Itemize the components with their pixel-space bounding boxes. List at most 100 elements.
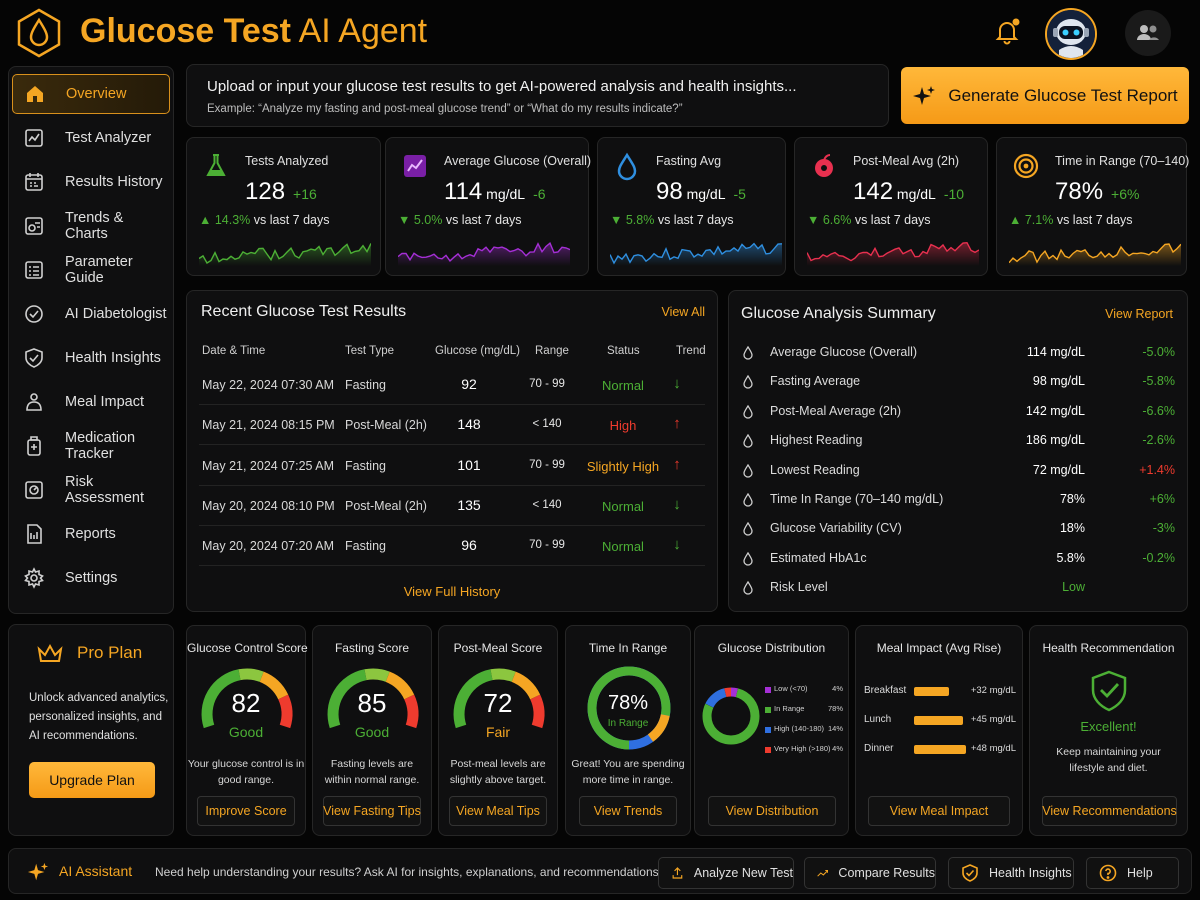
sidebar-item-test-analyzer[interactable]: Test Analyzer	[12, 118, 170, 158]
table-row[interactable]: May 22, 2024 07:30 AM Fasting 92 70 - 99 Nor…	[199, 365, 705, 405]
summary-value: 98 mg/dL	[1032, 374, 1085, 389]
shield-check-icon	[962, 864, 978, 882]
compare-results-button[interactable]: Compare Results	[804, 857, 936, 889]
generate-report-button[interactable]: Generate Glucose Test Report	[901, 67, 1189, 124]
pro-plan-desc-3: AI recommendations.	[29, 730, 138, 742]
pro-plan-desc-1: Unlock advanced analytics,	[29, 692, 169, 704]
trends-icon	[25, 217, 43, 235]
sidebar-item-parameter-guide[interactable]: Parameter Guide	[12, 250, 170, 290]
sparkline-chart	[398, 241, 570, 266]
table-row[interactable]: May 20, 2024 07:20 AM Fasting 96 70 - 99 Nor…	[199, 526, 705, 567]
summary-row: Fasting Average 98 mg/dL -5.8%	[741, 374, 1177, 403]
score-action-button[interactable]: View Fasting Tips	[323, 796, 421, 826]
summary-label: Fasting Average	[770, 374, 861, 389]
score-gauge	[453, 668, 545, 729]
recommendation-headline: Excellent!	[1080, 719, 1137, 734]
home-icon	[27, 86, 43, 102]
drop-icon	[743, 346, 753, 360]
prompt-input[interactable]: Upload or input your glucose test result…	[186, 64, 889, 127]
footer-button-label: Health Insights	[989, 866, 1072, 880]
stat-card: Tests Analyzed 128 +16 ▲ 14.3% vs last 7 da…	[186, 137, 381, 276]
stat-number: 98	[656, 178, 683, 205]
view-meal-impact-button[interactable]: View Meal Impact	[868, 796, 1010, 826]
score-action-button[interactable]: View Meal Tips	[449, 796, 547, 826]
cell-glucose: 92	[461, 376, 477, 392]
score-title: Glucose Control Score	[187, 641, 308, 655]
stat-label: Post-Meal Avg (2h)	[853, 154, 960, 168]
legend-pct: 4%	[832, 684, 843, 693]
flask-icon	[206, 154, 226, 176]
sparkline-chart	[1009, 243, 1181, 266]
sidebar-item-overview[interactable]: Overview	[12, 74, 170, 114]
sidebar-item-health-insights[interactable]: Health Insights	[12, 338, 170, 378]
summary-title: Glucose Analysis Summary	[741, 305, 936, 322]
summary-row: Risk Level Low	[741, 580, 1177, 609]
legend-item: In Range 78%	[765, 704, 843, 718]
upgrade-plan-button[interactable]: Upgrade Plan	[29, 762, 155, 798]
stat-label: Average Glucose (Overall)	[444, 154, 592, 168]
sidebar-item-meal-impact[interactable]: Meal Impact	[12, 382, 170, 422]
score-desc-line: within normal range.	[324, 774, 420, 786]
help-icon	[1099, 864, 1117, 882]
view-recommendations-button[interactable]: View Recommendations	[1042, 796, 1177, 826]
bell-icon[interactable]	[993, 17, 1021, 45]
cell-date: May 21, 2024 07:25 AM	[202, 458, 335, 473]
stat-change: ▼ 5.8% vs last 7 days	[610, 213, 734, 227]
sidebar-item-trends-charts[interactable]: Trends & Charts	[12, 206, 170, 246]
drop-icon	[743, 404, 753, 419]
summary-value: 78%	[1059, 492, 1085, 506]
pro-plan-desc-2: personalized insights, and	[29, 711, 162, 723]
stat-change: ▼ 5.0% vs last 7 days	[398, 213, 522, 227]
summary-row: Post-Meal Average (2h) 142 mg/dL -6.6%	[741, 404, 1177, 433]
view-report-link[interactable]: View Report	[1105, 307, 1173, 321]
view-trends-button[interactable]: View Trends	[579, 796, 677, 826]
tir-desc: Great! You are spending more time in rang…	[566, 756, 690, 788]
score-action-button[interactable]: Improve Score	[197, 796, 295, 826]
table-row[interactable]: May 21, 2024 08:15 PM Post-Meal (2h) 148 < …	[199, 405, 705, 446]
sidebar-item-ai-diabetologist[interactable]: AI Diabetologist	[12, 294, 170, 334]
legend-swatch	[765, 707, 771, 713]
cell-status: Normal	[602, 498, 644, 514]
sidebar-item-settings[interactable]: Settings	[12, 558, 170, 598]
score-label: Fair	[485, 724, 511, 740]
sidebar-item-results-history[interactable]: Results History	[12, 162, 170, 202]
legend-swatch	[765, 687, 771, 693]
score-value: 82	[231, 688, 261, 718]
view-all-link[interactable]: View All	[661, 305, 705, 319]
distribution-title: Glucose Distribution	[717, 641, 826, 655]
tir-value: 78%	[607, 692, 649, 714]
crown-icon	[37, 643, 63, 662]
score-gauge	[201, 668, 293, 729]
view-distribution-button[interactable]: View Distribution	[708, 796, 836, 826]
sidebar-item-reports[interactable]: Reports	[12, 514, 170, 554]
table-row[interactable]: May 21, 2024 07:25 AM Fasting 101 70 - 99 Sl…	[199, 446, 705, 486]
ai-assistant-label: AI Assistant	[59, 863, 133, 879]
drop-icon	[743, 522, 753, 537]
meal-impact-card: Meal Impact (Avg Rise) Breakfast +32 mg/dL…	[855, 625, 1023, 836]
sidebar-item-risk-assessment[interactable]: Risk Assessment	[12, 470, 170, 510]
robot-avatar[interactable]	[1045, 8, 1097, 60]
users-icon[interactable]	[1125, 10, 1171, 56]
cell-range: < 140	[532, 418, 562, 431]
help-button[interactable]: Help	[1086, 857, 1179, 889]
reports-icon	[27, 524, 42, 544]
cell-glucose: 148	[457, 416, 481, 433]
cell-type: Fasting	[345, 378, 386, 392]
column-header: Status	[607, 345, 640, 357]
stat-label: Fasting Avg	[656, 154, 722, 168]
analyze-new-test-button[interactable]: Analyze New Test	[658, 857, 794, 889]
glucose-distribution-card: Glucose Distribution Low (<70) 4% In Range 7…	[694, 625, 849, 836]
table-row[interactable]: May 20, 2024 08:10 PM Post-Meal (2h) 135 < …	[199, 486, 705, 526]
stat-value: 78% +6%	[1055, 178, 1139, 206]
recent-results-title: Recent Glucose Test Results	[201, 303, 407, 320]
cell-glucose: 101	[457, 456, 481, 473]
view-full-history-link[interactable]: View Full History	[403, 584, 501, 599]
footer-button-label: Help	[1127, 866, 1153, 880]
health-insights-button[interactable]: Health Insights	[948, 857, 1074, 889]
summary-delta: +6%	[1149, 492, 1175, 506]
stat-change-pct: ▼ 5.0%	[398, 213, 443, 227]
drop-icon	[617, 152, 637, 181]
sidebar-item-medication-tracker[interactable]: Medication Tracker	[12, 426, 170, 466]
column-header: Glucose (mg/dL)	[435, 345, 521, 357]
stat-change-text: vs last 7 days	[442, 213, 522, 227]
